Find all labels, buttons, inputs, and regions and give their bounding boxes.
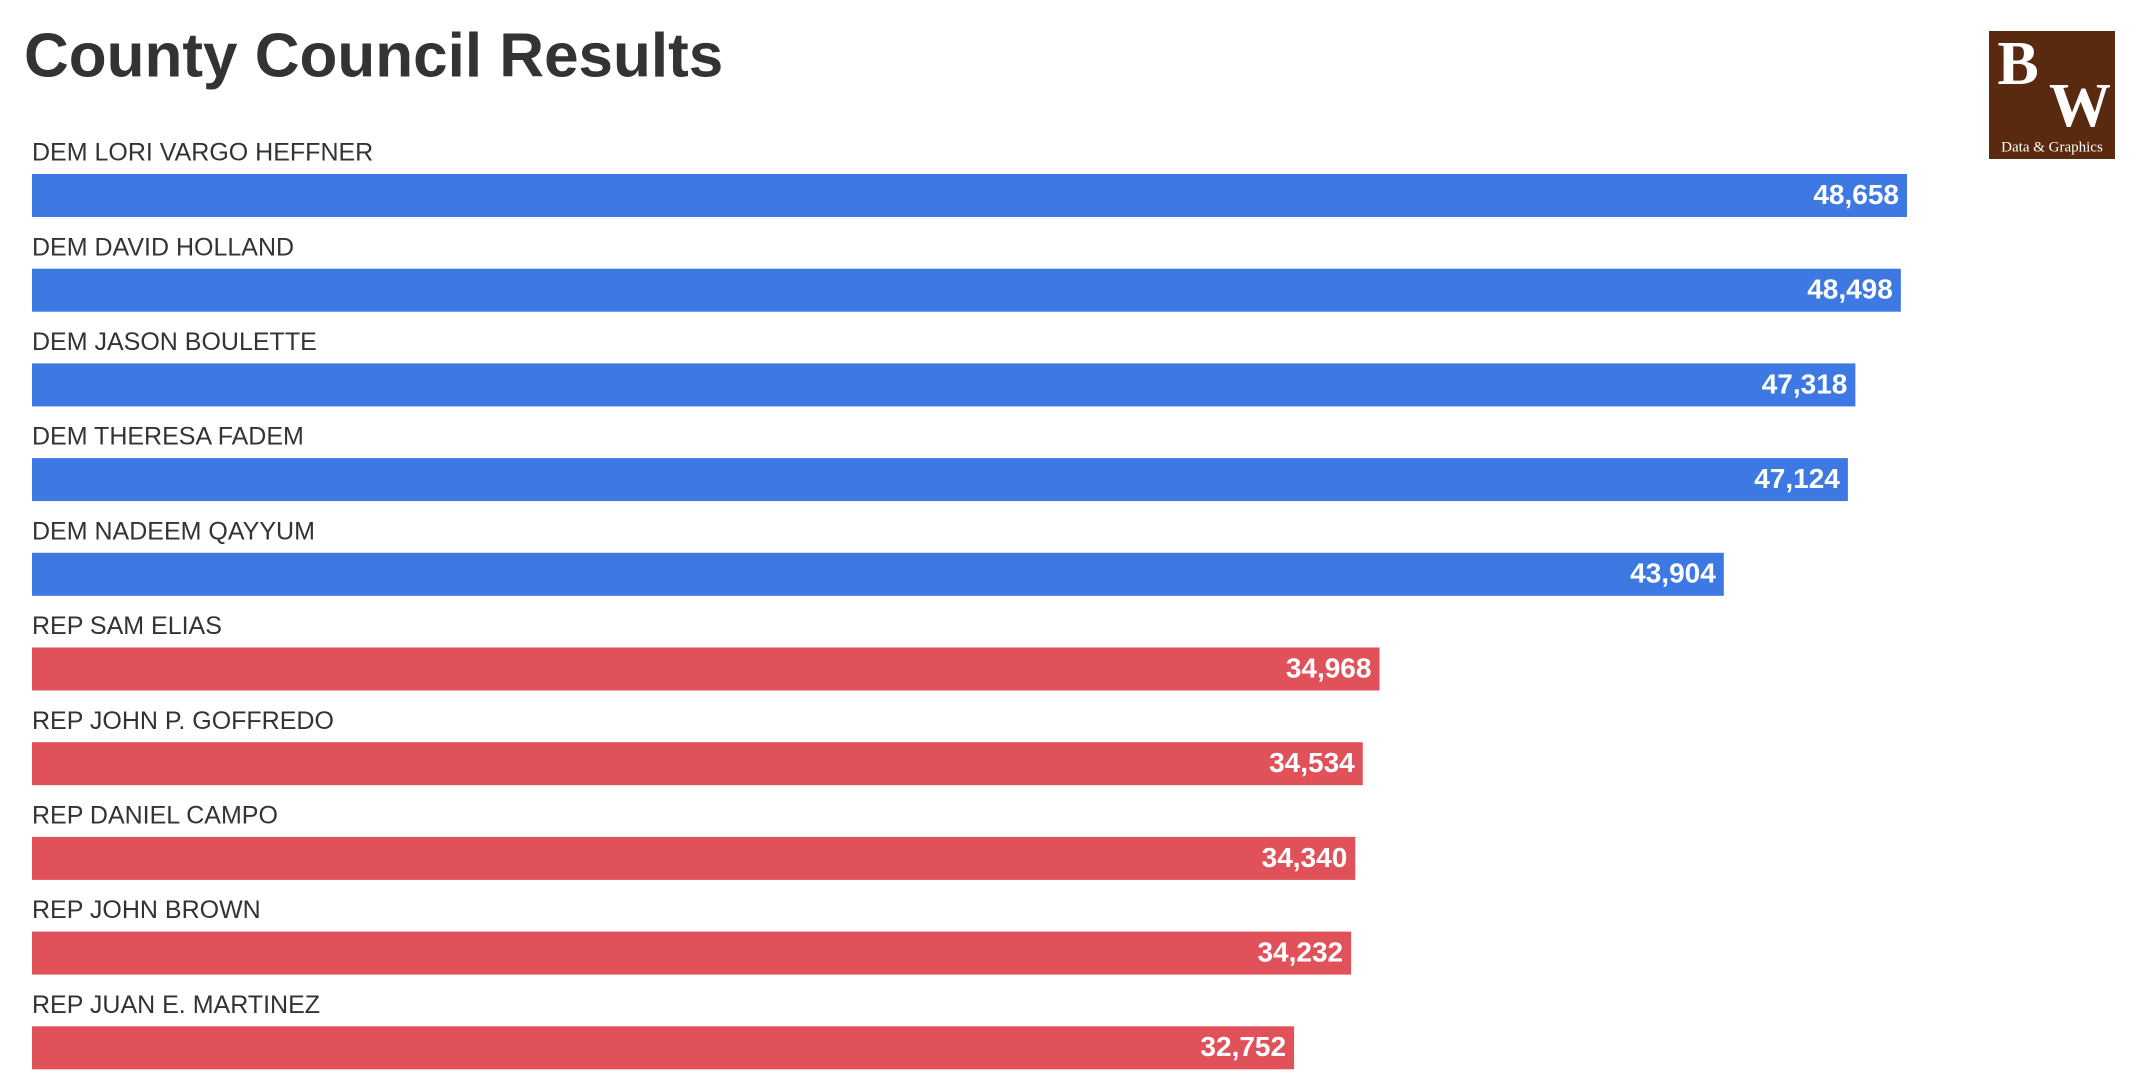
bar	[32, 1026, 1295, 1070]
value-label: 32,752	[1200, 1031, 1286, 1062]
category-label: DEM NADEEM QAYYUM	[32, 517, 315, 545]
value-label: 43,904	[1630, 558, 1716, 589]
chart-title: County Council Results	[24, 21, 723, 90]
logo-letter: B	[1997, 30, 2038, 98]
value-label: 48,498	[1807, 274, 1893, 305]
logo: B W Data & Graphics	[1989, 30, 2115, 159]
category-label: REP JOHN P. GOFFREDO	[32, 707, 334, 735]
value-label: 48,658	[1813, 179, 1899, 210]
category-label: DEM LORI VARGO HEFFNER	[32, 139, 373, 167]
category-label: REP SAM ELIAS	[32, 612, 222, 640]
bar	[32, 268, 1901, 312]
value-label: 34,340	[1262, 842, 1348, 873]
logo-letter: W	[2049, 72, 2111, 140]
value-label: 34,968	[1286, 652, 1372, 683]
logo-caption: Data & Graphics	[2001, 139, 2103, 155]
value-label: 34,232	[1257, 936, 1343, 967]
bar	[32, 836, 1356, 880]
category-label: DEM THERESA FADEM	[32, 423, 304, 451]
bar	[32, 931, 1352, 975]
category-label: REP JOHN BROWN	[32, 896, 261, 924]
bar	[32, 458, 1848, 502]
bar	[32, 552, 1724, 596]
bar	[32, 742, 1363, 786]
value-label: 47,318	[1762, 368, 1848, 399]
category-label: DEM DAVID HOLLAND	[32, 233, 294, 261]
bar	[32, 647, 1380, 691]
value-label: 34,534	[1269, 747, 1355, 778]
value-label: 47,124	[1754, 463, 1840, 494]
bar	[32, 174, 1907, 217]
category-label: REP DANIEL CAMPO	[32, 802, 278, 830]
category-label: DEM JASON BOULETTE	[32, 328, 317, 356]
category-label: REP JUAN E. MARTINEZ	[32, 991, 320, 1019]
bar	[32, 363, 1856, 407]
logo-box	[1989, 31, 2115, 159]
